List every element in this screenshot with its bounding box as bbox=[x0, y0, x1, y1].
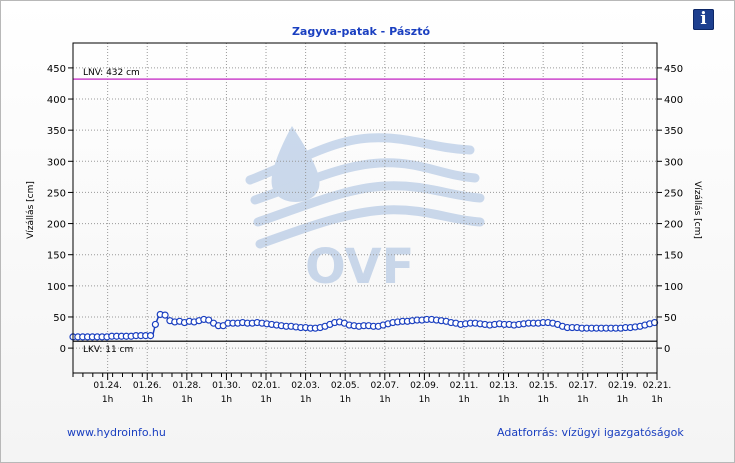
grid bbox=[73, 43, 657, 373]
x-tick-label-date: 01.28. bbox=[173, 381, 202, 391]
y-tick-label: 300 bbox=[664, 157, 683, 168]
x-tick-label-time: 1h bbox=[102, 395, 113, 405]
x-tick-label-date: 01.30. bbox=[212, 381, 241, 391]
x-tick-label-time: 1h bbox=[379, 395, 390, 405]
y-tick-label: 400 bbox=[47, 95, 66, 106]
reference-line-label: LKV: 11 cm bbox=[83, 345, 133, 355]
x-tick-label-date: 02.19. bbox=[608, 381, 637, 391]
y-tick-label: 100 bbox=[47, 282, 66, 293]
x-tick-label-time: 1h bbox=[651, 395, 662, 405]
y-tick-label: 250 bbox=[664, 188, 683, 199]
x-tick-label-date: 02.01. bbox=[252, 381, 281, 391]
y-tick-label: 400 bbox=[664, 95, 683, 106]
x-tick-label-time: 1h bbox=[260, 395, 271, 405]
y-tick-label: 200 bbox=[664, 220, 683, 231]
svg-text:OVF: OVF bbox=[305, 239, 414, 295]
y-axis-label-left: Vízállás [cm] bbox=[26, 181, 36, 239]
data-point bbox=[161, 311, 169, 319]
x-tick-label-date: 02.09. bbox=[410, 381, 439, 391]
x-axis: 01.24. 1h 01.26. 1h 01.28. 1h 01.30. 1h 02.01. 1h… bbox=[72, 373, 672, 405]
y-tick-label: 50 bbox=[664, 313, 677, 324]
y-tick-label: 450 bbox=[664, 64, 683, 75]
data-point bbox=[650, 318, 659, 327]
data-point bbox=[151, 320, 159, 329]
series-layer bbox=[69, 310, 659, 341]
x-tick-label-time: 1h bbox=[181, 395, 192, 405]
x-tick-label-time: 1h bbox=[458, 395, 469, 405]
y-tick-label: 450 bbox=[47, 64, 66, 75]
x-tick-label-time: 1h bbox=[577, 395, 588, 405]
info-icon[interactable]: i bbox=[693, 9, 714, 30]
reference-line-label: LNV: 432 cm bbox=[83, 68, 140, 78]
plot-area bbox=[72, 42, 658, 374]
x-tick-label-time: 1h bbox=[300, 395, 311, 405]
y-tick-label: 0 bbox=[664, 344, 670, 355]
x-tick-label-date: 02.11. bbox=[450, 381, 479, 391]
y-tick-label: 350 bbox=[664, 126, 683, 137]
y-axis-right: 0 50 100 150 200 250 300 350 400 450 bbox=[657, 64, 683, 355]
y-tick-label: 0 bbox=[60, 344, 66, 355]
x-tick-label-date: 02.03. bbox=[291, 381, 320, 391]
x-tick-label-date: 02.17. bbox=[568, 381, 597, 391]
data-source-credit: Adatforrás: vízügyi igazgatóságok bbox=[497, 426, 684, 439]
x-tick-label-time: 1h bbox=[537, 395, 548, 405]
x-tick-label-time: 1h bbox=[339, 395, 350, 405]
data-point bbox=[205, 316, 213, 324]
x-tick-label-date: 02.21. bbox=[643, 381, 672, 391]
x-tick-label-date: 02.15. bbox=[529, 381, 558, 391]
y-tick-label: 300 bbox=[47, 157, 66, 168]
x-tick-label-time: 1h bbox=[498, 395, 509, 405]
y-tick-label: 250 bbox=[47, 188, 66, 199]
data-point bbox=[146, 332, 155, 340]
x-tick-label-time: 1h bbox=[221, 395, 232, 405]
chart-title: Zagyva-patak - Pásztó bbox=[292, 25, 431, 38]
ovf-watermark: OVF bbox=[245, 126, 485, 295]
y-tick-label: 200 bbox=[47, 220, 66, 231]
y-tick-label: 50 bbox=[53, 313, 66, 324]
y-tick-label: 100 bbox=[664, 282, 683, 293]
x-tick-label-date: 02.07. bbox=[370, 381, 399, 391]
y-axis-label-right: Vízállás [cm] bbox=[692, 181, 702, 239]
x-tick-label-time: 1h bbox=[142, 395, 153, 405]
x-tick-label-date: 02.05. bbox=[331, 381, 360, 391]
x-tick-label-date: 01.24. bbox=[93, 381, 122, 391]
reference-lines: LNV: 432 cm LKV: 11 cm bbox=[73, 68, 657, 355]
y-tick-label: 150 bbox=[47, 251, 66, 262]
x-tick-label-time: 1h bbox=[419, 395, 430, 405]
y-tick-label: 150 bbox=[664, 251, 683, 262]
y-tick-label: 350 bbox=[47, 126, 66, 137]
x-tick-label-date: 01.26. bbox=[133, 381, 162, 391]
y-axis-left: 0 50 100 150 200 250 300 350 400 450 bbox=[47, 64, 73, 355]
x-tick-label-date: 02.13. bbox=[489, 381, 518, 391]
x-tick-label-time: 1h bbox=[617, 395, 628, 405]
source-link[interactable]: www.hydroinfo.hu bbox=[67, 426, 166, 439]
